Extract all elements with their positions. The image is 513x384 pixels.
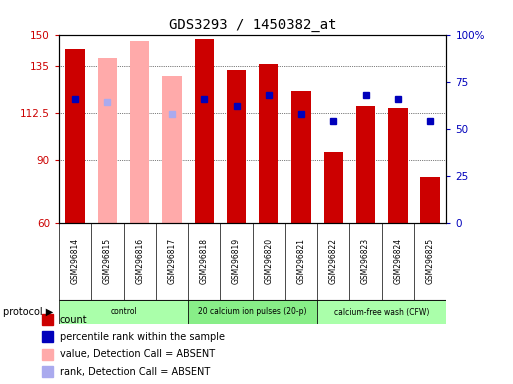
Text: value, Detection Call = ABSENT: value, Detection Call = ABSENT xyxy=(60,349,215,359)
Bar xyxy=(130,41,149,223)
Bar xyxy=(356,106,376,223)
Bar xyxy=(194,39,214,223)
Bar xyxy=(42,314,53,325)
Bar xyxy=(42,366,53,377)
Text: GSM296822: GSM296822 xyxy=(329,238,338,284)
Text: GSM296814: GSM296814 xyxy=(71,238,80,284)
Bar xyxy=(42,349,53,360)
Bar xyxy=(162,76,182,223)
FancyBboxPatch shape xyxy=(59,300,188,324)
Text: GSM296820: GSM296820 xyxy=(264,238,273,284)
Text: GSM296817: GSM296817 xyxy=(167,238,176,284)
Text: rank, Detection Call = ABSENT: rank, Detection Call = ABSENT xyxy=(60,366,210,377)
Bar xyxy=(97,58,117,223)
Text: GSM296825: GSM296825 xyxy=(426,238,435,284)
Text: GSM296823: GSM296823 xyxy=(361,238,370,284)
Text: GSM296824: GSM296824 xyxy=(393,238,402,284)
FancyBboxPatch shape xyxy=(317,300,446,324)
Text: 20 calcium ion pulses (20-p): 20 calcium ion pulses (20-p) xyxy=(199,308,307,316)
Title: GDS3293 / 1450382_at: GDS3293 / 1450382_at xyxy=(169,18,337,32)
Bar xyxy=(388,108,407,223)
Bar xyxy=(291,91,311,223)
Bar xyxy=(324,152,343,223)
Bar xyxy=(42,331,53,343)
Text: GSM296816: GSM296816 xyxy=(135,238,144,284)
Bar xyxy=(421,177,440,223)
Bar xyxy=(227,70,246,223)
Text: GSM296818: GSM296818 xyxy=(200,238,209,284)
Text: count: count xyxy=(60,314,87,325)
Text: percentile rank within the sample: percentile rank within the sample xyxy=(60,332,225,342)
Text: GSM296821: GSM296821 xyxy=(297,238,306,284)
FancyBboxPatch shape xyxy=(188,300,317,324)
Text: calcium-free wash (CFW): calcium-free wash (CFW) xyxy=(334,308,429,316)
Text: GSM296819: GSM296819 xyxy=(232,238,241,284)
Text: control: control xyxy=(110,308,137,316)
Bar xyxy=(66,49,85,223)
Bar xyxy=(259,64,279,223)
Text: protocol ▶: protocol ▶ xyxy=(3,307,53,317)
Text: GSM296815: GSM296815 xyxy=(103,238,112,284)
